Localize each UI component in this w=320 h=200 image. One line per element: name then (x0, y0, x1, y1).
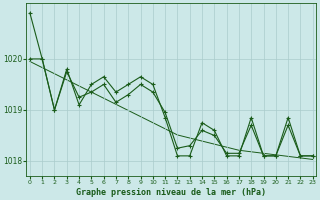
X-axis label: Graphe pression niveau de la mer (hPa): Graphe pression niveau de la mer (hPa) (76, 188, 266, 197)
